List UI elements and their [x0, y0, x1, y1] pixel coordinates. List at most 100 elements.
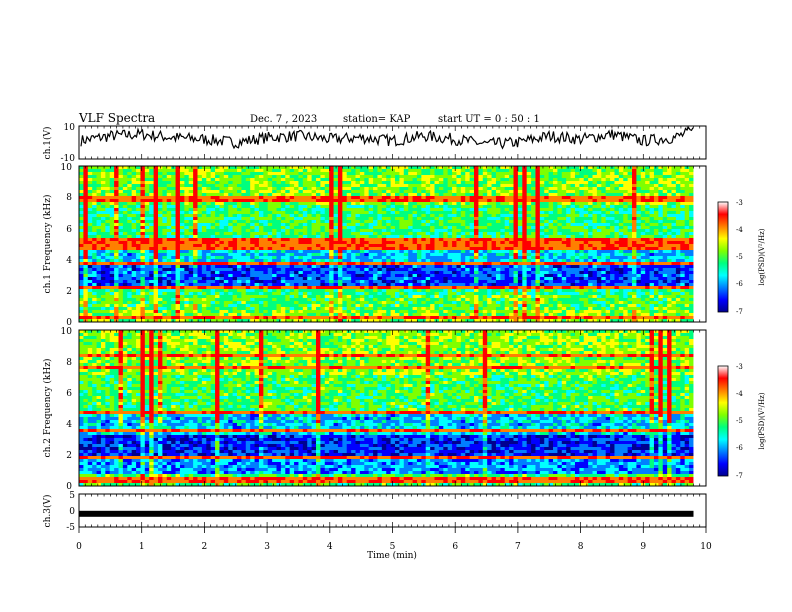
spectrogram-cell: [675, 265, 681, 269]
spectrogram-cell: [592, 199, 598, 203]
spectrogram-cell: [122, 262, 128, 266]
spectrogram-cell: [302, 265, 308, 269]
spectrogram-cell: [645, 259, 650, 263]
spectrogram-cell: [531, 217, 536, 221]
spectrogram-cell: [632, 166, 637, 170]
spectrogram-cell: [684, 211, 690, 215]
spectrogram-cell: [351, 166, 356, 170]
spectrogram-cell: [689, 265, 694, 269]
spectrogram-cell: [118, 268, 124, 272]
spectrogram-cell: [605, 262, 611, 266]
spectrogram-cell: [645, 193, 650, 197]
spectrogram-cell: [122, 259, 128, 263]
spectrogram-cell: [179, 211, 185, 215]
spectrogram-cell: [500, 208, 506, 212]
spectrogram-cell: [87, 265, 93, 269]
spectrogram-cell: [614, 202, 620, 206]
spectrogram-cell: [456, 196, 462, 200]
spectrogram-cell: [153, 256, 159, 260]
spectrogram-cell: [355, 193, 361, 197]
spectrogram-cell: [469, 235, 475, 239]
spectrogram-cell: [105, 181, 111, 185]
spectrogram-cell: [197, 178, 203, 182]
spectrogram-cell: [302, 202, 308, 206]
spectrogram-cell: [276, 196, 282, 200]
spectrogram-cell: [87, 166, 93, 170]
spectrogram-cell: [109, 223, 115, 227]
spectrogram-cell: [122, 166, 128, 170]
spectrogram-cell: [561, 235, 567, 239]
spectrogram-cell: [509, 238, 514, 242]
spectrogram-cell: [92, 265, 97, 269]
spectrogram-cell: [355, 235, 361, 239]
spectrogram-cell: [307, 211, 313, 215]
spectrogram-cell: [109, 271, 115, 275]
spectrogram-cell: [386, 199, 392, 203]
spectrogram-cell: [632, 247, 637, 251]
spectrogram-cell: [237, 241, 242, 245]
spectrogram-cell: [539, 172, 545, 176]
spectrogram-cell: [355, 169, 361, 173]
spectrogram-cell: [140, 199, 146, 203]
spectrogram-cell: [92, 268, 97, 272]
spectrogram-cell: [206, 256, 212, 260]
spectrogram-cell: [114, 220, 119, 224]
spectrogram-cell: [447, 262, 453, 266]
spectrogram-cell: [456, 232, 462, 236]
spectrogram-cell: [430, 232, 435, 236]
spectrogram-cell: [390, 262, 396, 266]
spectrogram-cell: [96, 244, 102, 248]
spectrogram-cell: [329, 202, 334, 206]
spectrogram-cell: [131, 169, 137, 173]
spectrogram-cell: [684, 235, 690, 239]
spectrogram-cell: [592, 172, 598, 176]
spectrogram-cell: [649, 238, 655, 242]
spectrogram-cell: [500, 229, 506, 233]
spectrogram-cell: [658, 172, 664, 176]
spectrogram-cell: [412, 259, 418, 263]
spectrogram-cell: [680, 193, 686, 197]
spectrogram-cell: [324, 169, 330, 173]
spectrogram-cell: [96, 256, 102, 260]
spectrogram-cell: [223, 265, 229, 269]
spectrogram-cell: [487, 178, 492, 182]
spectrogram-cell: [601, 265, 607, 269]
spectrogram-cell: [193, 208, 198, 212]
spectrogram-cell: [592, 190, 598, 194]
spectrogram-cell: [276, 265, 282, 269]
spectrogram-cell: [223, 196, 229, 200]
spectrogram-cell: [324, 223, 330, 227]
spectrogram-cell: [346, 166, 352, 170]
spectrogram-cell: [416, 223, 422, 227]
spectrogram-cell: [311, 211, 317, 215]
spectrogram-cell: [122, 256, 128, 260]
spectrogram-cell: [122, 226, 128, 230]
spectrogram-cell: [566, 190, 571, 194]
spectrogram-cell: [522, 235, 528, 239]
spectrogram-cell: [610, 265, 615, 269]
spectrogram-cell: [509, 193, 514, 197]
spectrogram-cell: [627, 211, 633, 215]
spectrogram-cell: [83, 250, 89, 254]
spectrogram-cell: [421, 193, 427, 197]
spectrogram-cell: [346, 211, 352, 215]
spectrogram-cell: [381, 166, 387, 170]
spectrogram-cell: [614, 196, 620, 200]
spectrogram-cell: [675, 214, 681, 218]
spectrogram-cell: [548, 181, 554, 185]
spectrogram-cell: [403, 220, 409, 224]
spectrogram-cell: [513, 220, 519, 224]
spectrogram-cell: [653, 214, 659, 218]
spectrogram-cell: [671, 229, 677, 233]
spectrogram-cell: [118, 211, 124, 215]
spectrogram-cell: [201, 244, 207, 248]
spectrogram-cell: [684, 196, 690, 200]
spectrogram-cell: [579, 268, 585, 272]
spectrogram-cell: [487, 166, 492, 170]
spectrogram-cell: [561, 244, 567, 248]
spectrogram-cell: [653, 205, 659, 209]
spectrogram-cell: [289, 184, 295, 188]
spectrogram-cell: [495, 250, 501, 254]
spectrogram-cell: [636, 196, 642, 200]
spectrogram-cell: [500, 169, 506, 173]
